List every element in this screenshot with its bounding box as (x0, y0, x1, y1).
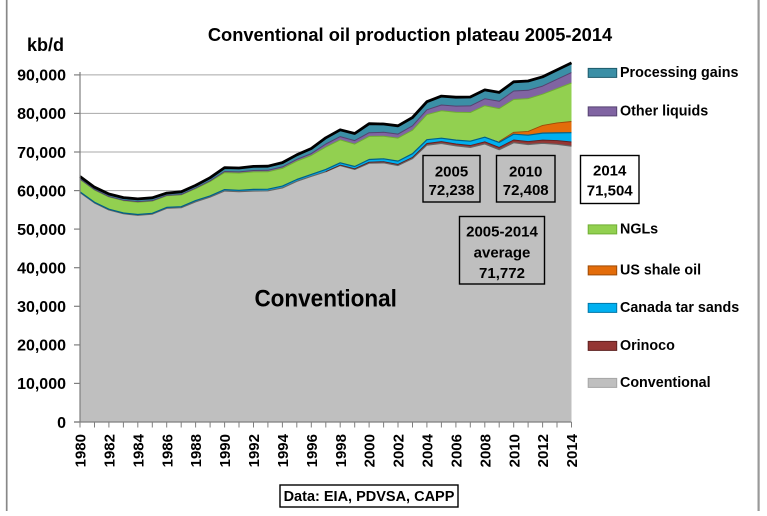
svg-text:2006: 2006 (449, 434, 466, 467)
svg-text:1984: 1984 (130, 433, 147, 467)
svg-text:72,408: 72,408 (503, 182, 549, 199)
svg-text:90,000: 90,000 (17, 68, 66, 85)
svg-text:2000: 2000 (362, 434, 379, 467)
svg-text:2010: 2010 (506, 434, 523, 467)
svg-text:1982: 1982 (102, 434, 119, 467)
svg-text:30,000: 30,000 (17, 299, 66, 316)
svg-text:70,000: 70,000 (17, 145, 66, 162)
svg-text:1998: 1998 (333, 434, 350, 467)
svg-text:2002: 2002 (391, 434, 408, 467)
svg-text:Orinoco: Orinoco (620, 338, 675, 354)
svg-text:1992: 1992 (246, 434, 263, 467)
svg-text:Processing gains: Processing gains (620, 65, 738, 81)
svg-text:Data: EIA, PDVSA, CAPP: Data: EIA, PDVSA, CAPP (284, 489, 455, 505)
svg-text:1980: 1980 (73, 434, 90, 467)
svg-text:Conventional oil production pl: Conventional oil production plateau 2005… (208, 24, 613, 45)
svg-text:2014: 2014 (593, 163, 627, 180)
svg-text:40,000: 40,000 (17, 261, 66, 278)
svg-text:10,000: 10,000 (17, 376, 66, 393)
svg-text:80,000: 80,000 (17, 106, 66, 123)
svg-text:Other liquids: Other liquids (620, 104, 708, 120)
svg-text:1986: 1986 (159, 434, 176, 467)
svg-text:average: average (474, 245, 531, 262)
svg-text:2010: 2010 (509, 164, 542, 181)
svg-text:1994: 1994 (275, 433, 292, 467)
svg-text:2012: 2012 (535, 434, 552, 467)
svg-text:Conventional: Conventional (254, 286, 397, 313)
svg-text:60,000: 60,000 (17, 183, 66, 200)
svg-text:kb/d: kb/d (27, 35, 64, 55)
svg-text:Canada tar sands: Canada tar sands (620, 300, 739, 316)
svg-text:NGLs: NGLs (620, 222, 658, 238)
svg-text:1988: 1988 (188, 434, 205, 467)
svg-text:0: 0 (57, 415, 66, 432)
svg-text:50,000: 50,000 (17, 222, 66, 239)
svg-text:1990: 1990 (217, 434, 234, 467)
svg-text:2005: 2005 (435, 164, 468, 181)
svg-text:2004: 2004 (420, 433, 437, 467)
svg-text:1996: 1996 (304, 434, 321, 467)
svg-text:20,000: 20,000 (17, 338, 66, 355)
svg-text:2008: 2008 (477, 434, 494, 467)
svg-text:2014: 2014 (564, 433, 581, 467)
svg-text:71,504: 71,504 (587, 183, 634, 200)
svg-text:72,238: 72,238 (429, 182, 475, 199)
svg-text:71,772: 71,772 (479, 265, 525, 282)
svg-text:2005-2014: 2005-2014 (466, 224, 538, 241)
svg-text:Conventional: Conventional (620, 375, 711, 391)
svg-text:US shale oil: US shale oil (620, 263, 701, 279)
